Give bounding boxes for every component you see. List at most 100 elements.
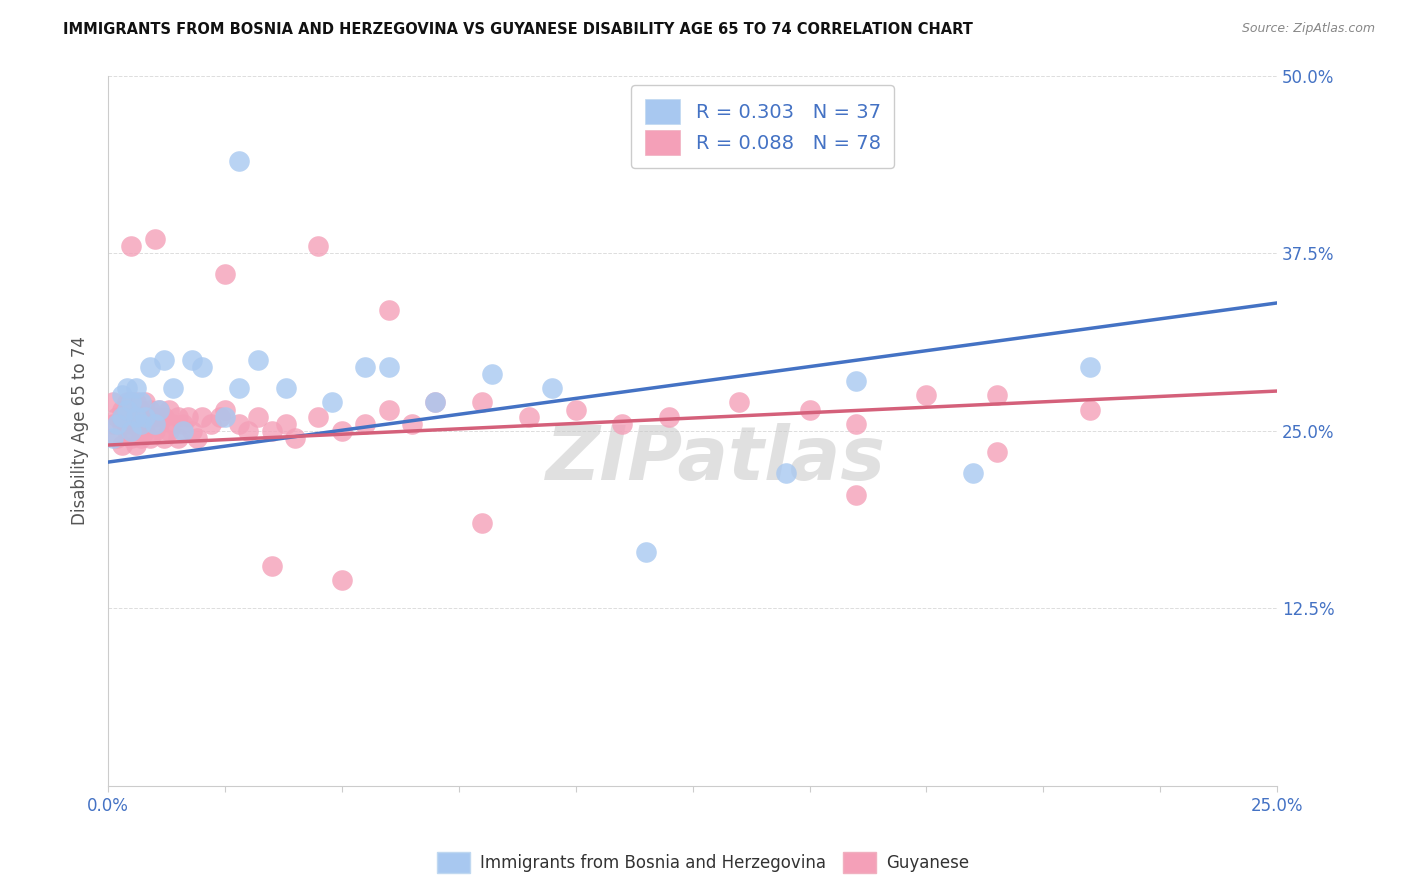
Point bbox=[153, 431, 176, 445]
Point bbox=[425, 395, 447, 409]
Point bbox=[214, 402, 236, 417]
Point bbox=[120, 395, 142, 409]
Point bbox=[111, 409, 134, 424]
Point bbox=[517, 409, 540, 424]
Point bbox=[321, 395, 343, 409]
Point bbox=[354, 359, 377, 374]
Text: IMMIGRANTS FROM BOSNIA AND HERZEGOVINA VS GUYANESE DISABILITY AGE 65 TO 74 CORRE: IMMIGRANTS FROM BOSNIA AND HERZEGOVINA V… bbox=[63, 22, 973, 37]
Point bbox=[105, 409, 128, 424]
Y-axis label: Disability Age 65 to 74: Disability Age 65 to 74 bbox=[72, 336, 89, 525]
Point bbox=[377, 303, 399, 318]
Point bbox=[228, 153, 250, 168]
Point bbox=[115, 409, 138, 424]
Point bbox=[134, 409, 156, 424]
Text: Source: ZipAtlas.com: Source: ZipAtlas.com bbox=[1241, 22, 1375, 36]
Point bbox=[143, 424, 166, 438]
Point bbox=[481, 367, 503, 381]
Point bbox=[105, 417, 128, 431]
Point bbox=[845, 374, 868, 388]
Point bbox=[172, 417, 194, 431]
Point bbox=[274, 417, 297, 431]
Point bbox=[153, 409, 176, 424]
Point bbox=[120, 417, 142, 431]
Point bbox=[101, 395, 124, 409]
Point bbox=[143, 232, 166, 246]
Point bbox=[962, 467, 984, 481]
Point bbox=[209, 409, 232, 424]
Point bbox=[120, 395, 142, 409]
Point bbox=[111, 417, 134, 431]
Point bbox=[634, 544, 657, 558]
Point bbox=[111, 438, 134, 452]
Point bbox=[134, 424, 156, 438]
Point bbox=[377, 402, 399, 417]
Point bbox=[564, 402, 586, 417]
Point bbox=[105, 431, 128, 445]
Point bbox=[1078, 359, 1101, 374]
Point bbox=[260, 424, 283, 438]
Point bbox=[181, 352, 204, 367]
Point bbox=[425, 395, 447, 409]
Text: ZIPatlas: ZIPatlas bbox=[546, 423, 886, 496]
Point bbox=[125, 395, 148, 409]
Point bbox=[214, 268, 236, 282]
Point bbox=[377, 359, 399, 374]
Point bbox=[139, 359, 162, 374]
Point bbox=[401, 417, 423, 431]
Point bbox=[190, 409, 212, 424]
Point bbox=[162, 381, 184, 395]
Point bbox=[148, 402, 170, 417]
Point bbox=[330, 573, 353, 587]
Point bbox=[986, 388, 1008, 402]
Point bbox=[172, 424, 194, 438]
Point bbox=[471, 395, 494, 409]
Point bbox=[139, 431, 162, 445]
Point bbox=[1078, 402, 1101, 417]
Point bbox=[308, 239, 330, 253]
Legend: R = 0.303   N = 37, R = 0.088   N = 78: R = 0.303 N = 37, R = 0.088 N = 78 bbox=[631, 86, 894, 169]
Point bbox=[129, 417, 152, 431]
Point bbox=[148, 402, 170, 417]
Point bbox=[125, 417, 148, 431]
Point bbox=[120, 424, 142, 438]
Point bbox=[115, 395, 138, 409]
Point bbox=[125, 438, 148, 452]
Point bbox=[101, 431, 124, 445]
Point bbox=[181, 424, 204, 438]
Point bbox=[845, 488, 868, 502]
Point bbox=[129, 417, 152, 431]
Point bbox=[471, 516, 494, 531]
Point bbox=[541, 381, 564, 395]
Point bbox=[115, 381, 138, 395]
Point bbox=[143, 409, 166, 424]
Point bbox=[728, 395, 751, 409]
Point bbox=[125, 409, 148, 424]
Point bbox=[915, 388, 938, 402]
Point bbox=[330, 424, 353, 438]
Point bbox=[129, 395, 152, 409]
Point bbox=[153, 352, 176, 367]
Point bbox=[129, 402, 152, 417]
Point bbox=[125, 409, 148, 424]
Point bbox=[186, 431, 208, 445]
Point bbox=[134, 409, 156, 424]
Point bbox=[157, 424, 180, 438]
Point bbox=[129, 431, 152, 445]
Point bbox=[148, 417, 170, 431]
Point bbox=[260, 558, 283, 573]
Point bbox=[658, 409, 681, 424]
Point bbox=[111, 388, 134, 402]
Point bbox=[143, 417, 166, 431]
Point bbox=[845, 417, 868, 431]
Point bbox=[986, 445, 1008, 459]
Point bbox=[214, 409, 236, 424]
Point bbox=[120, 239, 142, 253]
Point bbox=[115, 402, 138, 417]
Point bbox=[228, 381, 250, 395]
Point bbox=[238, 424, 260, 438]
Point bbox=[354, 417, 377, 431]
Point bbox=[200, 417, 222, 431]
Point bbox=[111, 402, 134, 417]
Point bbox=[284, 431, 307, 445]
Legend: Immigrants from Bosnia and Herzegovina, Guyanese: Immigrants from Bosnia and Herzegovina, … bbox=[430, 846, 976, 880]
